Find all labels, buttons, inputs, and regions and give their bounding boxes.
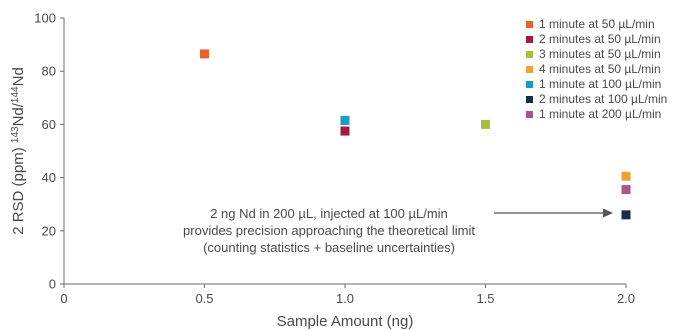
annotation-line-3: (counting statistics + baseline uncertai… <box>203 240 455 255</box>
axis-ticks: 0 20 40 60 80 100 0 0.5 1.0 1.5 2.0 <box>34 11 635 307</box>
legend-label: 3 minutes at 50 µL/min <box>539 47 661 61</box>
data-point <box>621 185 631 195</box>
data-point <box>340 115 350 125</box>
x-tick-label: 0 <box>60 291 67 306</box>
legend-label: 1 minute at 200 µL/min <box>539 107 661 121</box>
legend-label: 1 minute at 50 µL/min <box>539 17 655 31</box>
annotation-line-2: provides precision approaching the theor… <box>183 223 475 238</box>
legend-label: 2 minutes at 50 µL/min <box>539 32 661 46</box>
x-tick-label: 1.0 <box>336 291 354 306</box>
y-tick-label: 60 <box>42 117 56 132</box>
legend-label: 1 minute at 100 µL/min <box>539 77 661 91</box>
x-tick-label: 2.0 <box>617 291 635 306</box>
legend-swatch <box>526 51 533 58</box>
legend-swatch <box>526 36 533 43</box>
legend-swatch <box>526 66 533 73</box>
data-point <box>481 119 490 129</box>
legend-swatch <box>526 111 533 118</box>
y-tick-label: 80 <box>42 64 56 79</box>
data-point <box>621 210 631 220</box>
y-axis-title-elem2: Nd <box>10 67 27 86</box>
y-tick-label: 40 <box>42 170 56 185</box>
data-point <box>340 126 350 136</box>
y-axis-title: 2 RSD (ppm) 143Nd/144Nd <box>10 67 27 235</box>
annotation-line-1: 2 ng Nd in 200 µL, injected at 100 µL/mi… <box>210 206 448 221</box>
y-tick-label: 0 <box>49 277 56 292</box>
y-axis-title-isotope2: 144 <box>10 86 21 103</box>
y-axis-title-isotope1: 143 <box>10 126 21 143</box>
annotation: 2 ng Nd in 200 µL, injected at 100 µL/mi… <box>183 206 613 255</box>
x-tick-label: 1.5 <box>476 291 494 306</box>
y-tick-label: 100 <box>34 11 56 26</box>
x-axis-title: Sample Amount (ng) <box>277 313 414 330</box>
legend-swatch <box>526 96 533 103</box>
legend-swatch <box>526 81 533 88</box>
y-axis-title-main: 2 RSD (ppm) <box>10 143 27 235</box>
legend-label: 2 minutes at 100 µL/min <box>539 92 667 106</box>
data-points <box>200 49 631 220</box>
annotation-arrow-head <box>603 208 613 218</box>
data-point <box>200 49 209 59</box>
y-axis-title-elem1: Nd/ <box>10 102 27 126</box>
legend-swatch <box>526 21 533 28</box>
y-tick-label: 20 <box>42 223 56 238</box>
x-tick-label: 0.5 <box>195 291 213 306</box>
legend-label: 4 minutes at 50 µL/min <box>539 62 661 76</box>
data-point <box>621 171 631 181</box>
